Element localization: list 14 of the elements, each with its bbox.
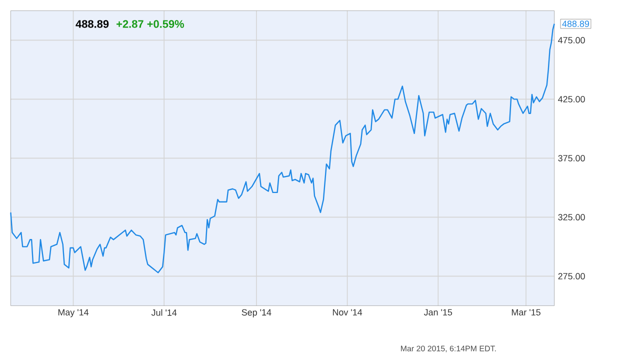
x-tick-label: Nov '14	[332, 309, 362, 316]
x-tick-label: Jul '14	[151, 309, 177, 316]
y-tick-label: 275.00	[558, 273, 585, 280]
x-tick-label: May '14	[58, 309, 89, 318]
text: +2.87 +0.59%	[116, 20, 184, 28]
y-tick-label: 325.00	[558, 214, 585, 220]
text: 488.89	[76, 20, 109, 28]
x-tick-label: Jan '15	[424, 309, 452, 316]
y-tick-label: 375.00	[558, 155, 585, 162]
x-tick-label: Sep '14	[242, 309, 272, 318]
y-tick-label: 425.00	[558, 96, 585, 102]
annotation: 488.89	[562, 20, 590, 27]
y-tick-label: 475.00	[558, 37, 585, 44]
x-tick-label: Mar '15	[512, 309, 540, 316]
